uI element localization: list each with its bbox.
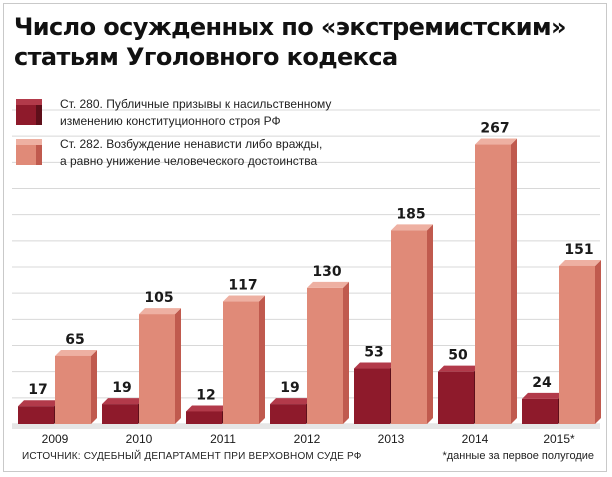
value-labels: 17 65 19 105 12 117 19 130 53 185 50 267 24 151 xyxy=(28,121,593,404)
x-tick-label-2012: 2012 xyxy=(294,432,321,446)
value-label-art282-2011: 117 xyxy=(228,278,257,294)
x-tick-label-2013: 2013 xyxy=(378,432,405,446)
value-label-art280-2009: 17 xyxy=(28,382,47,398)
bar-art280-2009 xyxy=(18,400,60,424)
x-axis: 2009 2010 2011 2012 2013 2014 2015* xyxy=(42,432,575,446)
value-label-art282-2015*: 151 xyxy=(564,242,593,258)
value-label-art282-2012: 130 xyxy=(312,264,341,280)
x-tick-label-2015*: 2015* xyxy=(543,432,575,446)
bar-art280-2014 xyxy=(438,365,480,424)
bar-art280-2012 xyxy=(270,398,312,424)
bar-art282-2011 xyxy=(223,295,265,424)
bar-art280-2013 xyxy=(354,362,396,424)
chart-title-line-1: Число осужденных по «экстремистским» xyxy=(14,13,567,41)
bar-art282-2013 xyxy=(391,224,433,424)
bar-art282-2015* xyxy=(559,259,601,424)
bars xyxy=(18,138,601,425)
bar-art282-2014 xyxy=(475,138,517,425)
value-label-art280-2015*: 24 xyxy=(532,375,552,391)
value-label-art282-2013: 185 xyxy=(396,206,425,222)
bar-art280-2010 xyxy=(102,398,144,424)
x-tick-label-2014: 2014 xyxy=(462,432,489,446)
legend-swatch-art282 xyxy=(16,139,42,165)
chart-title-line-2: статьям Уголовного кодекса xyxy=(14,43,398,71)
value-label-art280-2014: 50 xyxy=(448,348,468,364)
legend: Ст. 280. Публичные призывы к насильствен… xyxy=(16,96,440,170)
value-label-art280-2012: 19 xyxy=(280,380,299,396)
value-label-art282-2009: 65 xyxy=(65,332,84,348)
source-note: ИСТОЧНИК: СУДЕБНЫЙ ДЕПАРТАМЕНТ ПРИ ВЕРХО… xyxy=(22,451,362,462)
value-label-art280-2010: 19 xyxy=(112,380,131,396)
chart-floor xyxy=(12,424,600,429)
value-label-art282-2010: 105 xyxy=(144,290,173,306)
chart-frame xyxy=(3,3,607,472)
x-tick-label-2010: 2010 xyxy=(126,432,153,446)
legend-swatch-art280 xyxy=(16,99,42,125)
legend-item-art282: Ст. 282. Возбуждение ненависти либо враж… xyxy=(16,136,440,170)
bar-art282-2009 xyxy=(55,349,97,424)
bar-art280-2011 xyxy=(186,405,228,424)
bar-art280-2015* xyxy=(522,392,564,424)
value-label-art280-2013: 53 xyxy=(364,345,383,361)
x-tick-label-2011: 2011 xyxy=(210,432,236,446)
chart-title: Число осужденных по «экстремистским» ста… xyxy=(14,12,567,72)
legend-item-art280: Ст. 280. Публичные призывы к насильствен… xyxy=(16,96,440,130)
value-label-art280-2011: 12 xyxy=(196,387,215,403)
bar-art282-2012 xyxy=(307,281,349,424)
bar-art282-2010 xyxy=(139,308,181,424)
legend-label-art282: Ст. 282. Возбуждение ненависти либо враж… xyxy=(60,137,323,168)
value-label-art282-2014: 267 xyxy=(480,121,509,137)
legend-label-art280: Ст. 280. Публичные призывы к насильствен… xyxy=(60,97,332,128)
x-tick-label-2009: 2009 xyxy=(42,432,69,446)
footnote: *данные за первое полугодие xyxy=(442,450,594,462)
